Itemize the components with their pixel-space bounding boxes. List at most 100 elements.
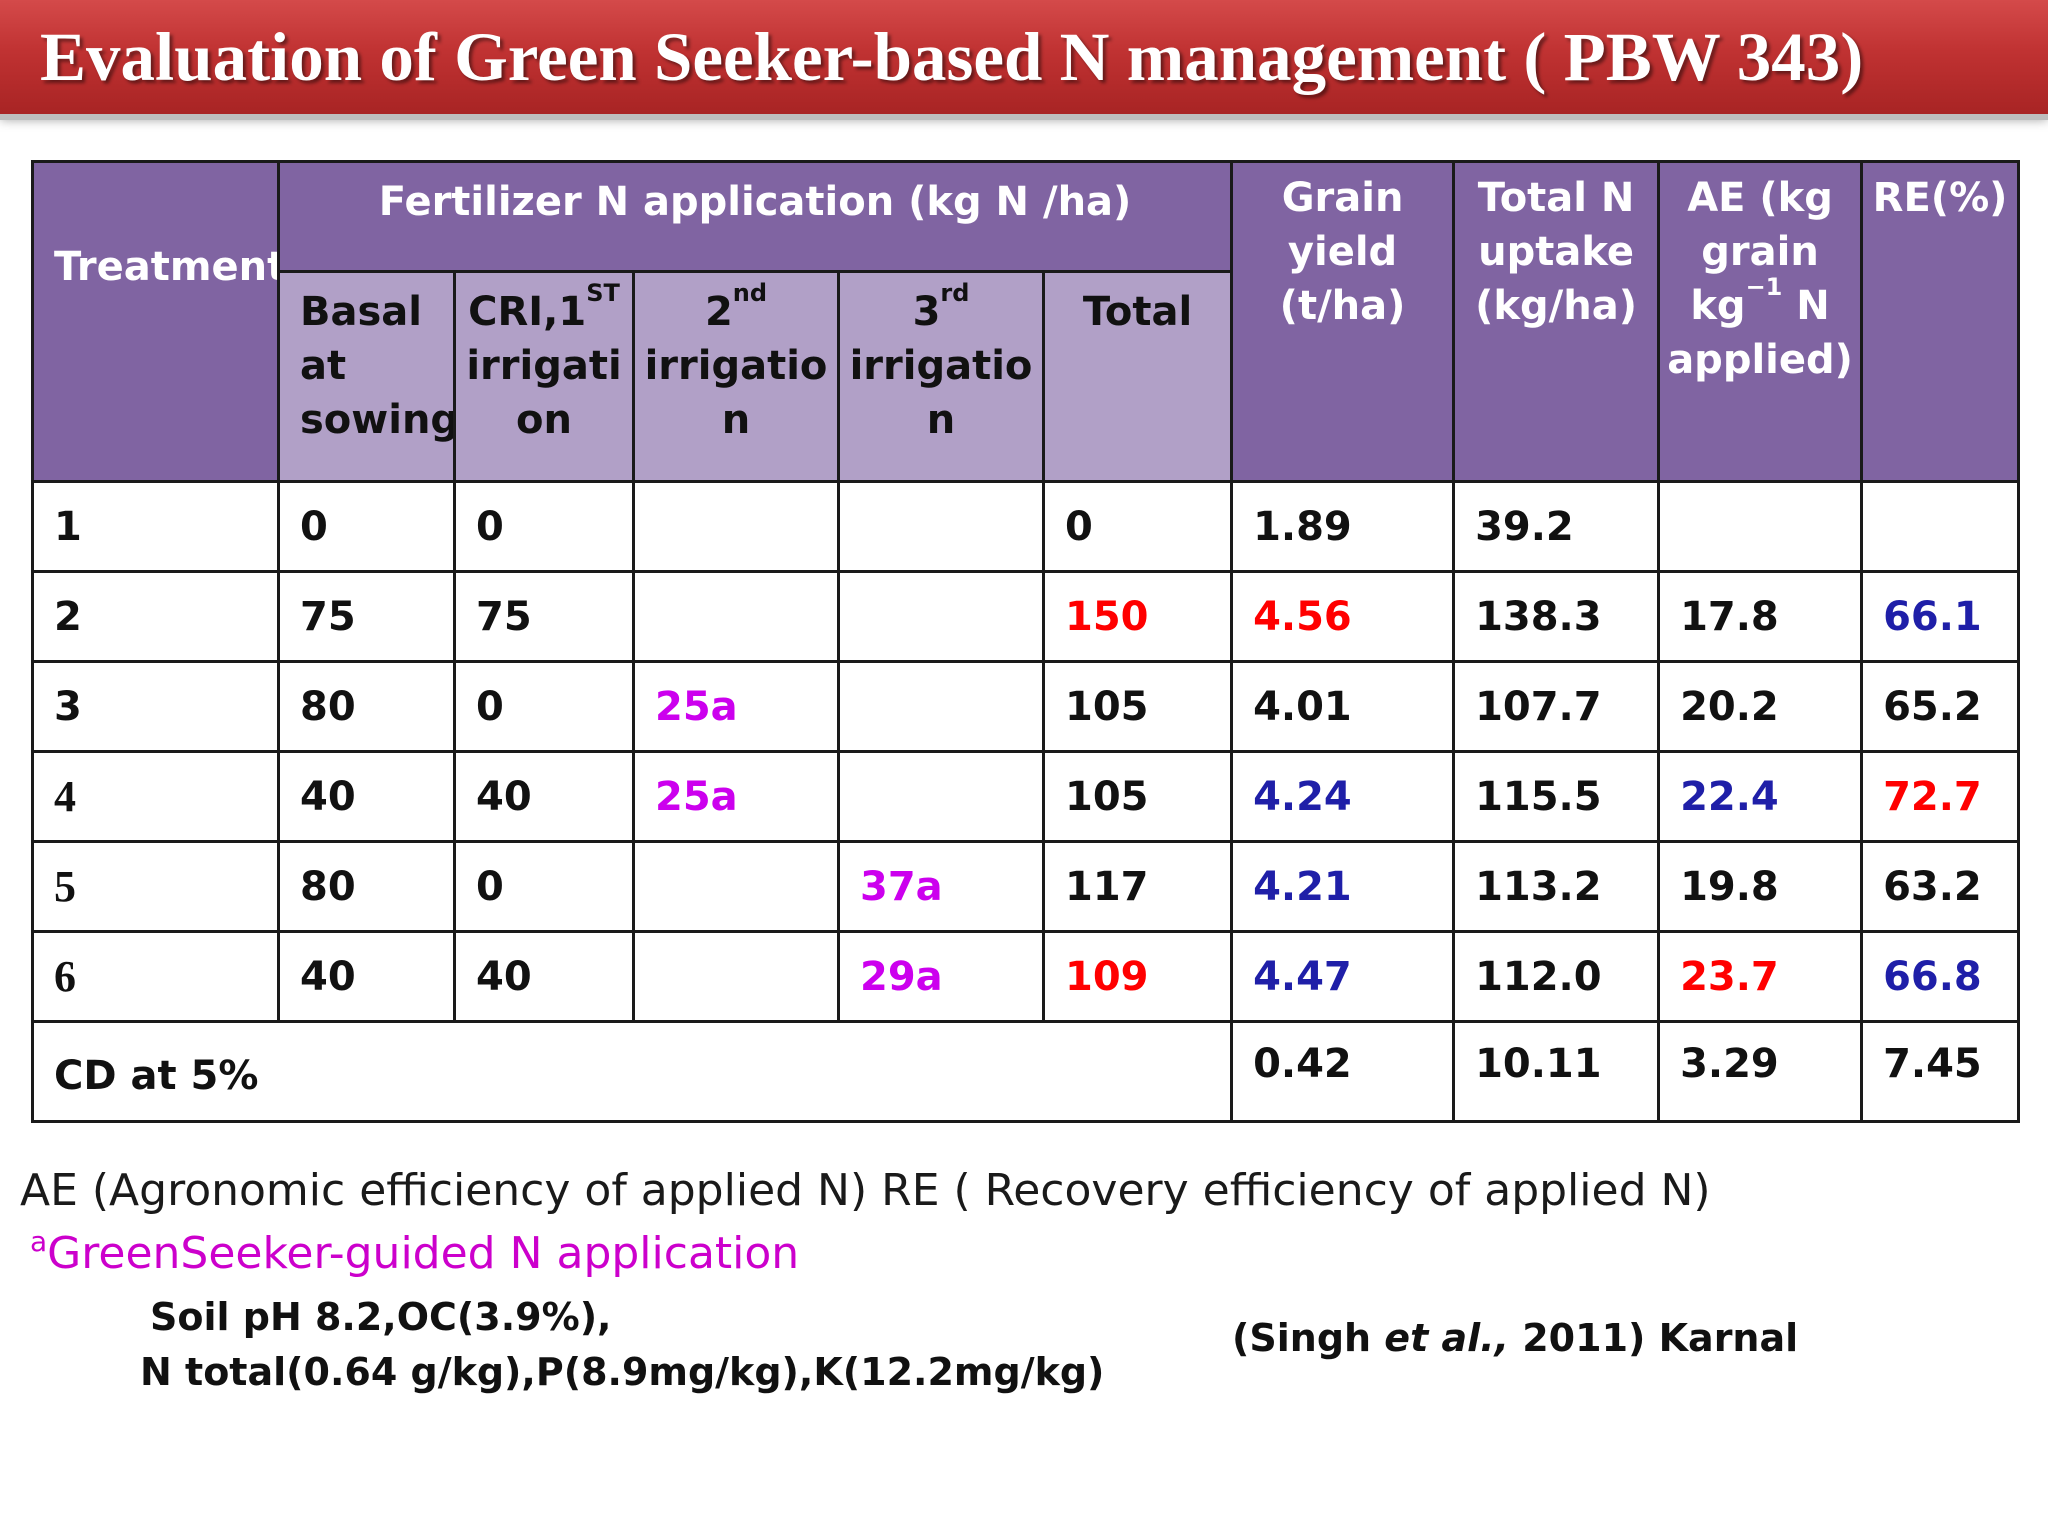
- cell-grain-yield: 4.47: [1230, 930, 1456, 1023]
- cell-ae: 19.8: [1657, 840, 1864, 933]
- cell-ae: 23.7: [1657, 930, 1864, 1023]
- cell-cri: 40: [453, 750, 635, 843]
- header-row-2: Basal at sowing CRI,1ST irrigati on 2nd …: [33, 270, 2019, 483]
- slide-title: Evaluation of Green Seeker-based N manag…: [40, 19, 1864, 95]
- header-irr3-text: 3: [912, 289, 941, 335]
- cd-label: CD at 5%: [30, 1020, 1234, 1123]
- cell-re: [1860, 480, 2021, 573]
- footnote-text: GreenSeeker-guided N application: [47, 1228, 800, 1279]
- soil-info-line2: N total(0.64 g/kg),P(8.9mg/kg),K(12.2mg/…: [140, 1350, 1105, 1394]
- table-row: 4 40 40 25a 105 4.24 115.5 22.4 72.7: [31, 750, 2021, 843]
- header-irr3-l1: 3rd: [844, 281, 1038, 339]
- table-row: 5 80 0 37a 117 4.21 113.2 19.8 63.2: [31, 840, 2021, 933]
- cell-cri: 75: [453, 570, 635, 663]
- header-irr2-l2: irrigatio: [644, 343, 828, 389]
- header-ae-l3: kg−1 N: [1664, 275, 1856, 333]
- header-cri: CRI,1ST irrigati on: [453, 270, 635, 483]
- cell-irr3: 37a: [837, 840, 1045, 933]
- header-cri-sup: ST: [586, 279, 620, 307]
- header-cri-l3: on: [516, 397, 572, 443]
- cell-grain-yield: 1.89: [1230, 480, 1456, 573]
- header-grain-yield-l3: (t/ha): [1279, 283, 1406, 329]
- soil-info-line1: Soil pH 8.2,OC(3.9%),: [150, 1295, 612, 1339]
- cell-n-uptake: 112.0: [1452, 930, 1661, 1023]
- header-irr3-l2: irrigatio: [849, 343, 1033, 389]
- header-ae-exponent: −1: [1745, 273, 1783, 301]
- abbreviation-legend: AE (Agronomic efficiency of applied N) R…: [20, 1165, 1711, 1216]
- cell-grain-yield: 4.21: [1230, 840, 1456, 933]
- cell-basal: 75: [277, 570, 456, 663]
- cell-ae: 17.8: [1657, 570, 1864, 663]
- results-table: Treatment Fertilizer N application (kg N…: [30, 160, 2021, 1123]
- header-treatment: Treatment: [31, 160, 280, 483]
- header-ae-n: N: [1782, 283, 1830, 329]
- cell-re: 65.2: [1860, 660, 2021, 753]
- cell-irr3: [837, 660, 1045, 753]
- header-irr2-l1: 2nd: [639, 281, 833, 339]
- cell-total: 105: [1041, 660, 1234, 753]
- cell-basal: 0: [277, 480, 456, 573]
- citation-author: (Singh: [1232, 1316, 1385, 1360]
- header-uptake-l2: uptake: [1478, 229, 1634, 275]
- cell-ae: 22.4: [1657, 750, 1864, 843]
- table-row: 1 0 0 0 1.89 39.2: [31, 480, 2021, 573]
- cell-n-uptake: 39.2: [1452, 480, 1661, 573]
- cell-basal: 40: [277, 750, 456, 843]
- header-ae: AE (kg grain kg−1 N applied): [1657, 160, 1864, 483]
- cell-irr2: [632, 570, 840, 663]
- cell-irr2: 25a: [632, 750, 840, 843]
- cell-grain-yield: 4.56: [1230, 570, 1456, 663]
- cell-total: 150: [1041, 570, 1234, 663]
- citation-etal: et al.,: [1384, 1316, 1510, 1360]
- header-total-n-uptake: Total N uptake (kg/ha): [1452, 160, 1661, 483]
- cell-ae: 20.2: [1657, 660, 1864, 753]
- table-row: 6 40 40 29a 109 4.47 112.0 23.7 66.8: [31, 930, 2021, 1023]
- header-basal: Basal at sowing: [277, 270, 456, 483]
- cell-cri: 0: [453, 840, 635, 933]
- cd-n-uptake: 10.11: [1452, 1020, 1661, 1123]
- header-cri-l2: irrigati: [466, 343, 622, 389]
- cell-total: 109: [1041, 930, 1234, 1023]
- citation-year-place: 2011) Karnal: [1509, 1316, 1799, 1360]
- cell-cri: 40: [453, 930, 635, 1023]
- cell-basal: 80: [277, 660, 456, 753]
- footnote: aGreenSeeker-guided N application: [30, 1228, 800, 1280]
- citation: (Singh et al., 2011) Karnal: [1232, 1316, 1798, 1360]
- cd-re: 7.45: [1860, 1020, 2021, 1123]
- header-grain-yield-l2: yield: [1287, 229, 1398, 275]
- header-grain-yield-l1: Grain: [1281, 175, 1404, 221]
- cell-treatment: 4: [31, 750, 280, 843]
- header-basal-l3: sowing: [300, 397, 455, 443]
- cell-treatment: 3: [31, 660, 280, 753]
- header-uptake-l3: (kg/ha): [1475, 283, 1637, 329]
- header-cri-l1: CRI,1ST: [460, 281, 628, 339]
- header-ae-l1: AE (kg: [1687, 175, 1833, 221]
- header-basal-l1: Basal: [300, 289, 422, 335]
- cell-re: 63.2: [1860, 840, 2021, 933]
- cell-n-uptake: 113.2: [1452, 840, 1661, 933]
- header-fertilizer-group: Fertilizer N application (kg N /ha): [276, 160, 1234, 273]
- header-ae-kg: kg: [1690, 283, 1746, 329]
- cell-irr2: [632, 930, 840, 1023]
- cell-basal: 40: [277, 930, 456, 1023]
- table-row: 2 75 75 150 4.56 138.3 17.8 66.1: [31, 570, 2021, 663]
- cell-total: 0: [1041, 480, 1234, 573]
- cell-ae: [1657, 480, 1864, 573]
- cell-irr2: 25a: [632, 660, 840, 753]
- cell-total: 105: [1041, 750, 1234, 843]
- header-irr3: 3rd irrigatio n: [837, 270, 1045, 483]
- cell-treatment: 5: [31, 840, 280, 933]
- header-total: Total: [1041, 270, 1234, 483]
- cell-irr3: 29a: [837, 930, 1045, 1023]
- cell-re: 66.1: [1860, 570, 2021, 663]
- header-grain-yield: Grain yield (t/ha): [1230, 160, 1456, 483]
- header-re: RE(%): [1860, 160, 2021, 483]
- header-row-1: Treatment Fertilizer N application (kg N…: [31, 160, 2021, 483]
- cell-irr3: [837, 480, 1045, 573]
- title-bar: Evaluation of Green Seeker-based N manag…: [0, 0, 2048, 114]
- cell-irr2: [632, 840, 840, 933]
- header-irr3-sup: rd: [940, 279, 970, 307]
- cell-treatment: 1: [31, 480, 280, 573]
- cd-row: CD at 5% 0.42 10.11 3.29 7.45: [30, 1020, 2021, 1123]
- cell-n-uptake: 115.5: [1452, 750, 1661, 843]
